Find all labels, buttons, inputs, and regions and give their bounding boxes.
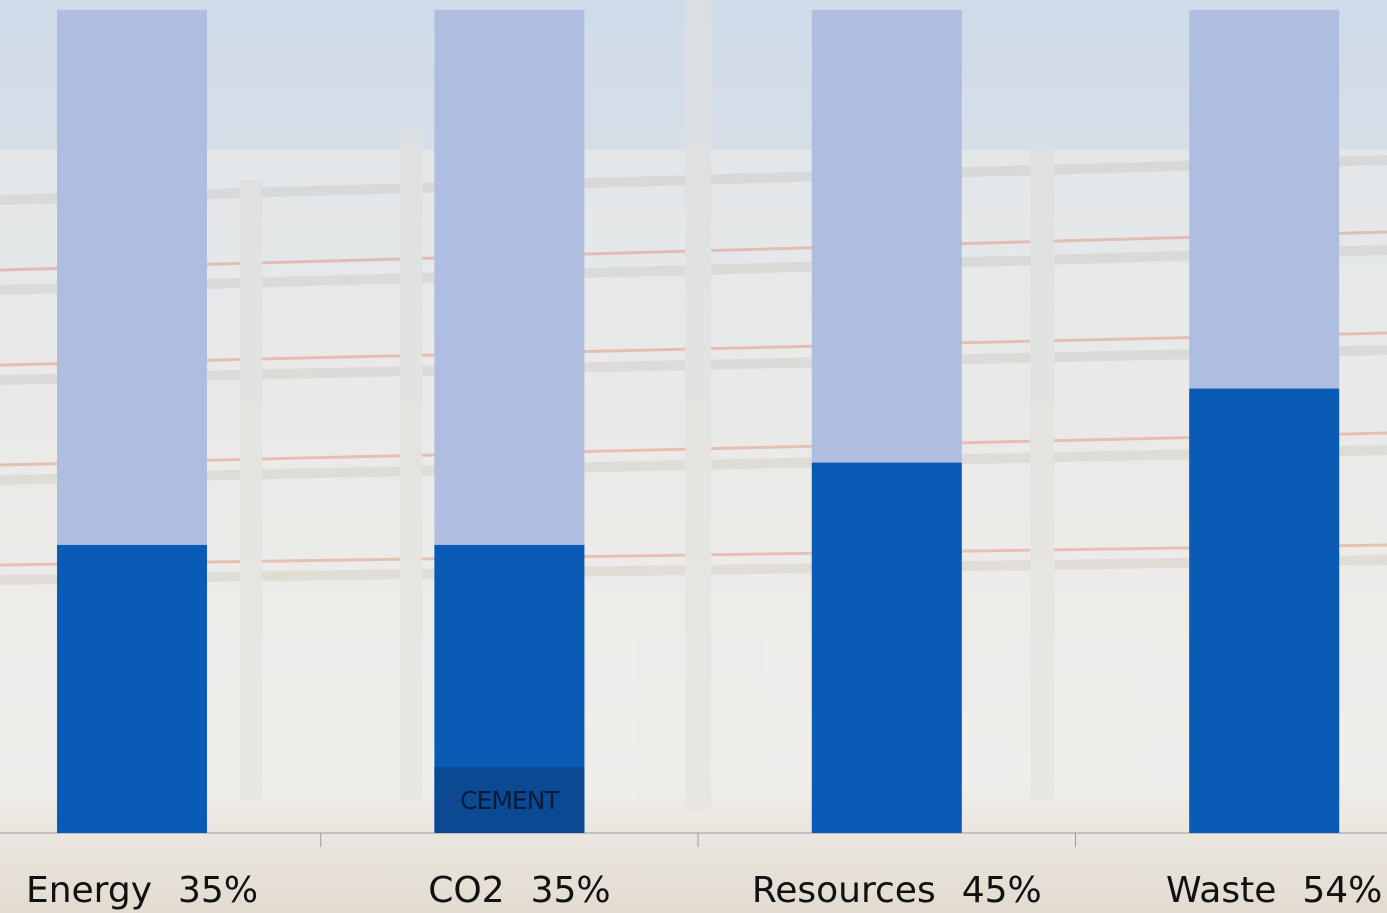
value-label: 35% bbox=[531, 870, 611, 911]
x-tick-label: Resources 45% bbox=[752, 870, 1042, 911]
value-label: 45% bbox=[962, 870, 1042, 911]
bar bbox=[812, 463, 962, 833]
category-label: CO2 bbox=[428, 870, 504, 911]
chart: Energy 35% CEMENT CO2 35% Resources 45% Waste 54… bbox=[0, 0, 1387, 913]
value-label: 54% bbox=[1302, 870, 1382, 911]
x-tick-label: Waste 54% bbox=[1166, 870, 1382, 911]
page: {"chart_data": {"type": "bar", "categori… bbox=[0, 0, 1387, 913]
category-label: Energy bbox=[26, 870, 152, 911]
bar bbox=[57, 545, 207, 833]
category-label: Waste bbox=[1166, 870, 1276, 911]
category-label: Resources bbox=[752, 870, 936, 911]
bar bbox=[1189, 389, 1339, 833]
value-label: 35% bbox=[178, 870, 258, 911]
x-tick-label: Energy 35% bbox=[26, 870, 258, 911]
annotation-label: CEMENT bbox=[460, 786, 560, 815]
